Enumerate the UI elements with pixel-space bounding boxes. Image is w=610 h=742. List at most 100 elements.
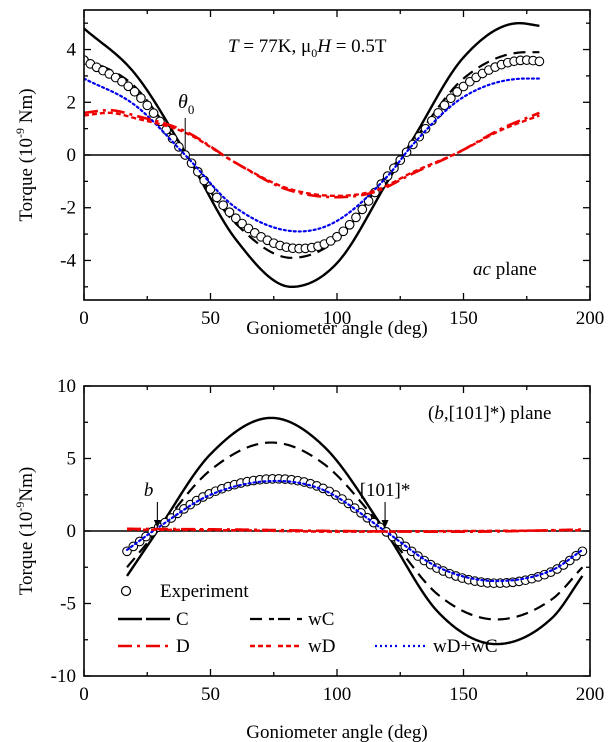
top-experiment-point xyxy=(142,100,153,111)
bottom-ylabel-suffix: Nm) xyxy=(16,467,37,502)
legend-label: Experiment xyxy=(160,581,249,602)
top-plane-rest: plane xyxy=(491,259,537,280)
bottom-x-tick-label: 50 xyxy=(201,684,220,705)
top-experiment-point xyxy=(218,200,228,211)
top-theta-label: θ0 xyxy=(178,91,194,117)
top-y-tick-label: 2 xyxy=(67,92,77,113)
theta-subscript: 0 xyxy=(188,102,195,117)
legend-label: D xyxy=(176,636,190,657)
legend-label: wD xyxy=(308,636,335,657)
arrow-head-1 xyxy=(381,520,389,528)
bottom-y-tick-label: 0 xyxy=(67,521,77,542)
top-series-experiment xyxy=(84,55,545,254)
top-data-series xyxy=(84,21,590,289)
top-y-tick-label: -4 xyxy=(60,250,76,271)
top-experiment-point xyxy=(534,56,545,67)
theta-symbol: θ xyxy=(178,91,188,113)
top-experiment-point xyxy=(446,93,456,104)
bottom-y-tick-label: -5 xyxy=(60,594,76,615)
bottom-series-wd-wc xyxy=(125,479,584,583)
legend-label: C xyxy=(176,609,189,630)
legend-item-d: D xyxy=(118,636,190,657)
top-experiment-point xyxy=(344,219,355,230)
top-x-tick-label: 50 xyxy=(201,308,220,329)
arrow-label-0: b xyxy=(144,480,154,501)
legend-item-experiment: Experiment xyxy=(120,581,249,602)
top-experiment-point xyxy=(332,231,342,242)
top-annotation-t: T xyxy=(228,36,240,57)
bottom-plane-italic: b xyxy=(434,403,444,424)
bottom-series-wc xyxy=(126,441,584,621)
bottom-series-c xyxy=(126,416,584,646)
arrow-head-0 xyxy=(153,520,161,528)
top-experiment-point xyxy=(338,226,349,237)
top-ylabel-suffix: Nm) xyxy=(16,88,37,128)
top-annotation-eq1: = 77K, xyxy=(239,36,301,57)
bottom-series-wd xyxy=(127,528,583,533)
top-x-tick-label: 100 xyxy=(323,308,352,329)
top-annotation-mu: μ xyxy=(301,36,311,57)
arrow-label-1: [101]* xyxy=(360,480,411,501)
top-experiment-point xyxy=(129,86,140,97)
top-experiment-point xyxy=(439,100,450,111)
top-y-tick-label: -2 xyxy=(60,198,76,219)
top-experiment-point xyxy=(452,87,463,97)
bottom-xlabel: Goniometer angle (deg) xyxy=(246,722,427,742)
legend-item-wc: wC xyxy=(250,609,334,630)
top-ylabel-sup: -9 xyxy=(13,128,27,138)
top-series-c xyxy=(84,21,540,289)
bottom-plane-label: (b,[101]*) plane xyxy=(428,403,551,424)
bottom-legend: Experiment C wC D wD wD+wC xyxy=(118,581,498,657)
top-annotation-eq2: = 0.5T xyxy=(331,36,387,57)
bottom-axis-ticks: 0 50 100 150 200 -10 -5 0 5 10 xyxy=(51,376,605,705)
top-plane-italic: ac xyxy=(473,259,492,280)
bottom-plot-area xyxy=(84,416,590,646)
top-x-tick-label: 200 xyxy=(576,308,605,329)
top-ylabel-prefix: Torque (10 xyxy=(16,138,37,222)
top-x-tick-label: 150 xyxy=(449,308,478,329)
top-experiment-point xyxy=(211,192,222,203)
top-series-wd-wc xyxy=(84,77,541,233)
top-y-tick-label: 0 xyxy=(67,145,77,166)
legend-item-wd-wc: wD+wC xyxy=(375,636,498,657)
top-axis-ticks: 0 50 100 150 200 -4 -2 0 2 4 xyxy=(60,10,604,329)
top-ylabel: Torque (10-9 Nm) xyxy=(13,88,37,221)
top-experiment-point xyxy=(351,212,361,223)
bottom-x-tick-label: 200 xyxy=(576,684,605,705)
bottom-plane-pre: ( xyxy=(428,403,434,424)
legend-marker-circle xyxy=(120,585,132,597)
top-experiment-point xyxy=(433,107,444,118)
bottom-y-tick-label: 10 xyxy=(57,376,76,397)
bottom-y-tick-label: 5 xyxy=(67,449,77,470)
top-experiment-point xyxy=(123,81,134,92)
top-experiment-point xyxy=(230,213,241,224)
top-y-tick-label: 4 xyxy=(67,40,77,61)
bottom-y-tick-label: -10 xyxy=(51,666,76,687)
top-series-d xyxy=(84,108,540,199)
top-experiment-point xyxy=(357,204,368,215)
top-experiment-point xyxy=(224,207,235,218)
bottom-ylabel-prefix: Torque (10 xyxy=(16,512,37,596)
top-annotation-h: H xyxy=(316,36,332,57)
bottom-plane-rest: ,[101]*) plane xyxy=(444,403,552,424)
bottom-arrows: b [101]* xyxy=(144,480,411,528)
bottom-x-tick-label: 100 xyxy=(323,684,352,705)
top-xlabel: Goniometer angle (deg) xyxy=(246,318,427,339)
bottom-ylabel: Torque (10-9Nm) xyxy=(13,467,37,595)
bottom-x-tick-label: 0 xyxy=(79,684,89,705)
top-experiment-point xyxy=(136,93,146,103)
top-annotation: T = 77K, μ0H = 0.5T xyxy=(228,36,387,60)
legend-label: wC xyxy=(308,609,334,630)
top-experiment-point xyxy=(420,123,431,134)
bottom-experiment-point xyxy=(577,546,588,557)
top-plane-label: ac plane xyxy=(473,259,537,280)
top-experiment-point xyxy=(117,76,127,87)
legend-item-c: C xyxy=(118,609,189,630)
top-experiment-point xyxy=(237,218,247,229)
top-experiment-point xyxy=(458,81,469,92)
legend-label: wD+wC xyxy=(433,636,498,657)
top-annotation-sub0: 0 xyxy=(311,46,317,60)
